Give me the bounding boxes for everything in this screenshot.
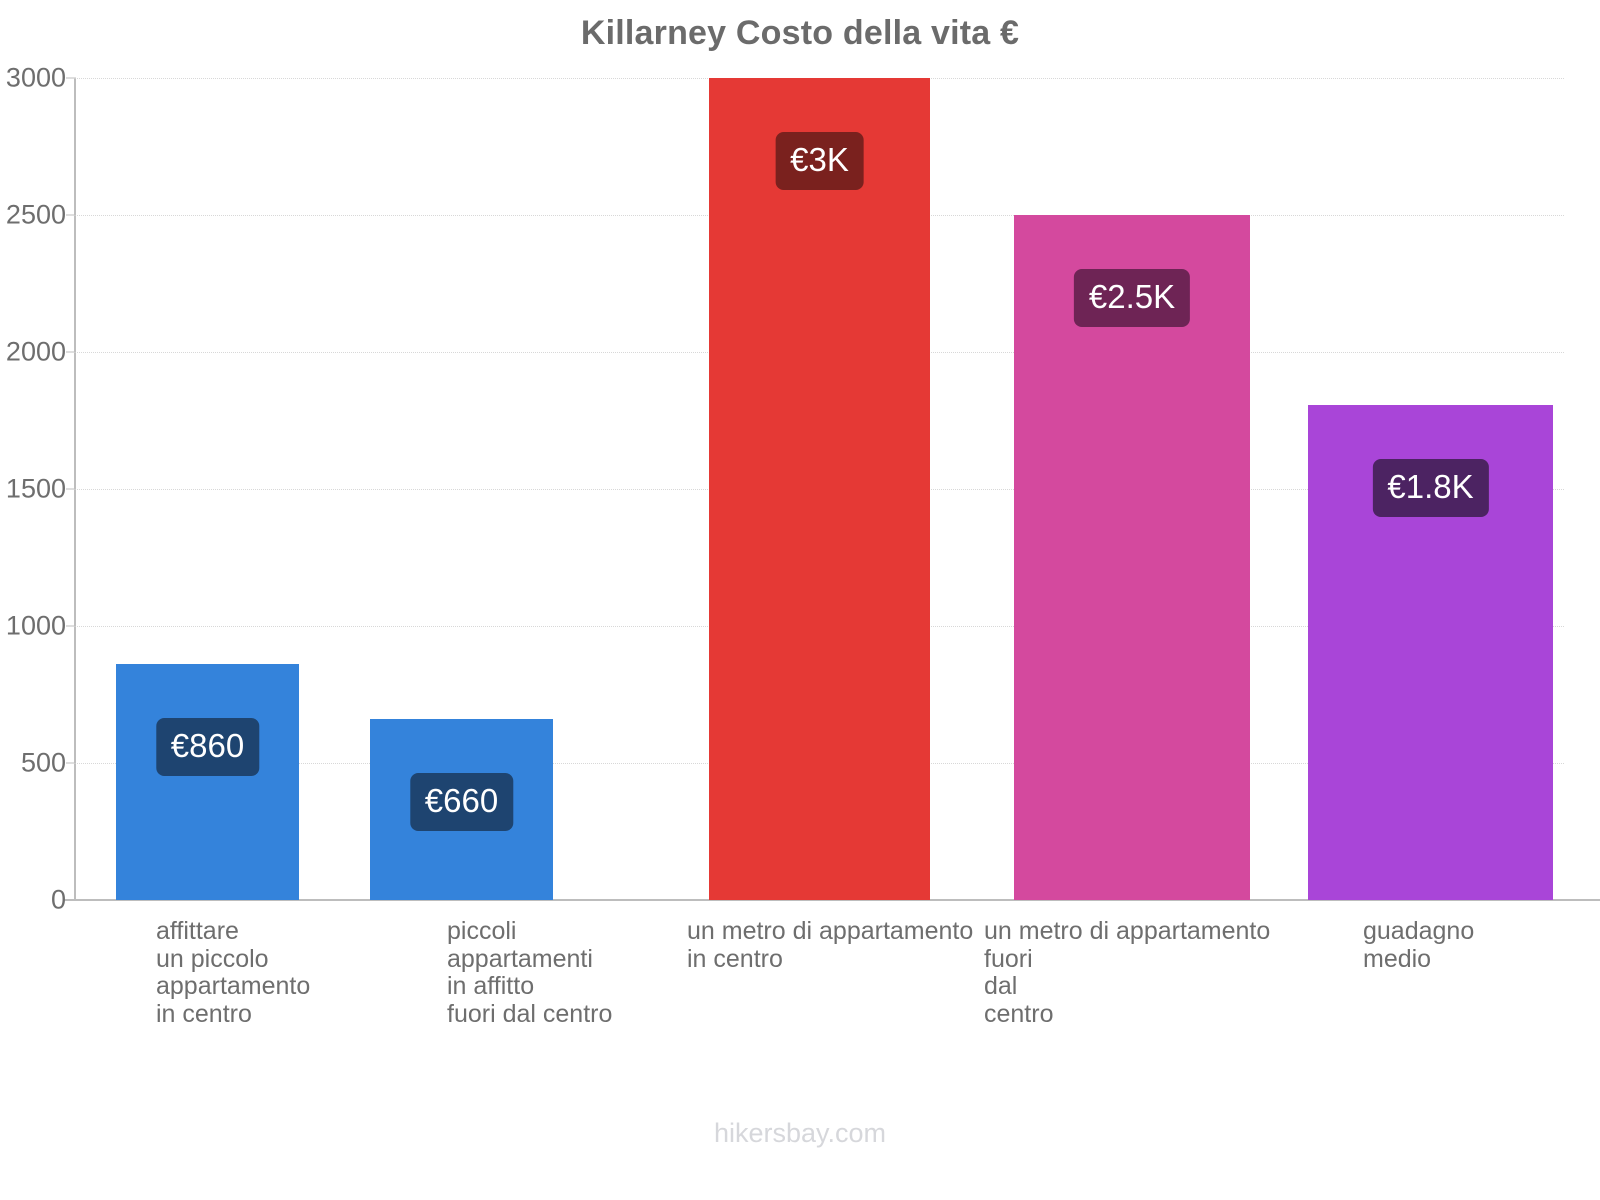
x-axis-category-label: affittare un piccolo appartamento in cen… (156, 917, 311, 1028)
y-axis-tick-mark (66, 488, 76, 490)
x-axis-category-label: un metro di appartamento in centro (687, 917, 974, 973)
bar-value-label: €3K (775, 132, 864, 190)
chart-title: Killarney Costo della vita € (580, 14, 1020, 52)
plot-area: €860 €660 €3K €2.5K €1.8K (74, 78, 1564, 900)
x-axis-category-label: un metro di appartamento fuori dal centr… (984, 917, 1271, 1028)
y-axis-tick-mark (66, 762, 76, 764)
bar[interactable] (116, 664, 299, 900)
y-axis-tick-label: 500 (20, 747, 66, 778)
x-axis-line (64, 899, 1600, 901)
y-axis-tick-label: 2000 (5, 336, 66, 367)
bar[interactable] (1014, 215, 1250, 900)
bar-value-label: €2.5K (1073, 269, 1191, 327)
y-axis-tick-mark (66, 625, 76, 627)
x-axis-category-label: guadagno medio (1363, 917, 1475, 973)
bar-value-label: €660 (409, 773, 514, 832)
y-axis-tick-label: 3000 (5, 62, 66, 93)
bar[interactable] (709, 78, 930, 900)
y-axis-tick-labels: 0 500 1000 1500 2000 2500 3000 (0, 63, 66, 915)
bar-value-label: €1.8K (1372, 459, 1489, 518)
y-axis-tick-label: 1500 (5, 473, 66, 504)
x-axis-category-label: piccoli appartamenti in affitto fuori da… (447, 917, 613, 1028)
y-axis-tick-label: 0 (50, 884, 66, 915)
y-axis-tick-label: 2500 (5, 199, 66, 230)
bar-value-label: €860 (155, 718, 260, 777)
y-axis-tick-mark (66, 351, 76, 353)
y-axis-tick-label: 1000 (5, 610, 66, 641)
watermark-text: hikersbay.com (713, 1118, 887, 1148)
y-axis-tick-mark (66, 214, 76, 216)
y-axis-tick-mark (66, 899, 76, 901)
y-axis-tick-mark (66, 77, 76, 79)
